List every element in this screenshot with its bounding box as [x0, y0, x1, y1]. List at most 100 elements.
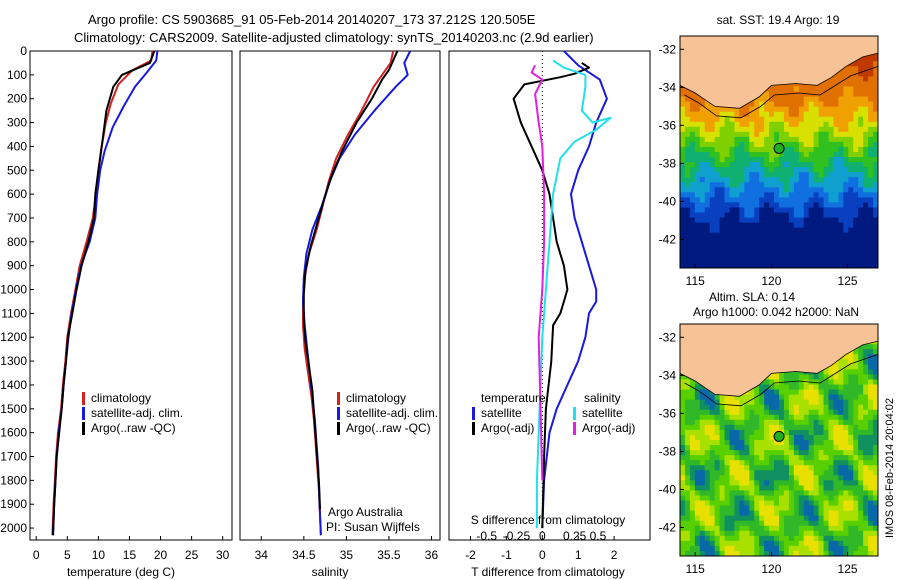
sst_map-cell: [729, 131, 736, 138]
sla_map-cell: [759, 520, 765, 527]
sla_map-cell: [749, 404, 755, 411]
sst_map-cell: [769, 126, 775, 133]
temperature-x-tick-label: 5: [64, 548, 71, 562]
sst_map-cell: [843, 202, 849, 209]
sst_map-cell: [788, 207, 795, 214]
sla_map-cell: [853, 429, 859, 436]
sla_map-cell: [803, 480, 810, 486]
sst_map-cell: [714, 247, 721, 254]
sla_map-lat-tick-label: -40: [659, 482, 677, 496]
sla_map-cell: [779, 384, 785, 391]
sst_map-cell: [769, 106, 775, 113]
sla_map-cell: [858, 535, 864, 542]
sst_map-cell: [709, 111, 716, 118]
sla_map-cell: [680, 460, 686, 466]
sla_map-cell: [813, 399, 820, 406]
sst_map-lat-tick-label: -32: [659, 42, 677, 56]
sla_map-cell: [783, 520, 790, 527]
sst_map-cell: [783, 257, 790, 264]
sst_map-cell: [863, 257, 869, 264]
sst_map-cell: [714, 106, 721, 113]
sst_map-cell: [808, 237, 815, 244]
sla_map-cell: [868, 344, 874, 350]
sst_map-cell: [739, 242, 745, 249]
sla_map-cell: [848, 419, 854, 426]
sst_map-cell: [788, 232, 795, 239]
sst_map-cell: [808, 252, 815, 259]
sst_map-cell: [823, 197, 830, 204]
sla_map-cell: [783, 470, 790, 476]
sst_map-cell: [848, 212, 854, 219]
sst_map-cell: [808, 141, 815, 148]
sst_map-cell: [838, 86, 844, 93]
sla_map-cell: [873, 500, 878, 507]
sla_map-cell: [803, 545, 810, 552]
sla_map-cell: [699, 485, 706, 492]
sst_map-cell: [680, 247, 686, 254]
sla_map-cell: [680, 414, 686, 421]
sla_map-cell: [823, 379, 830, 386]
sst_map-cell: [744, 106, 750, 113]
sst_map-cell: [833, 111, 839, 118]
sla_map-cell: [808, 500, 815, 507]
sla_map-cell: [798, 500, 805, 507]
sst_map-cell: [704, 257, 711, 264]
sst_map-cell: [853, 101, 859, 108]
sla_map-cell: [774, 510, 780, 517]
sla_map-cell: [714, 500, 721, 507]
sla_map-cell: [853, 515, 859, 522]
sst_map-cell: [843, 207, 849, 214]
sla_map-cell: [774, 419, 780, 426]
sla_map-cell: [779, 465, 785, 471]
sla_map-cell: [779, 399, 785, 406]
sla_map-cell: [833, 500, 839, 507]
sla_map-cell: [853, 460, 859, 466]
sla_map-cell: [704, 434, 711, 441]
sla_map-cell: [843, 429, 849, 436]
sla_map-cell: [858, 354, 864, 360]
sst_map-lat-tick-label: -34: [659, 80, 677, 94]
sst_map-cell: [823, 81, 830, 88]
sla_map-cell: [828, 550, 835, 556]
sla_map-cell: [769, 510, 775, 517]
sla_map-cell: [853, 530, 859, 537]
sst_map-cell: [863, 197, 869, 204]
sla_map-cell: [813, 480, 820, 486]
sla_map-cell: [699, 384, 706, 391]
depth-tick-label: 400: [7, 139, 27, 153]
sla_map-cell: [868, 399, 874, 406]
sst_map-cell: [868, 217, 874, 224]
sla_map-cell: [689, 450, 696, 456]
sst_map-cell: [848, 146, 854, 153]
sst_map-cell: [729, 146, 736, 153]
sla_map-cell: [739, 480, 745, 486]
sst_map-cell: [684, 187, 691, 193]
sla_map-cell: [734, 530, 740, 537]
sla_map-cell: [873, 440, 878, 446]
sst_map-cell: [684, 237, 691, 244]
sst_map-cell: [813, 136, 820, 143]
sla_map-cell: [793, 480, 800, 486]
sla_map-cell: [833, 490, 839, 497]
sst_map-cell: [853, 121, 859, 128]
sst_map-cell: [783, 237, 790, 244]
sla_map-cell: [680, 550, 686, 556]
sst_map-cell: [798, 141, 805, 148]
sla_map-cell: [868, 364, 874, 370]
sst_map-cell: [873, 106, 878, 113]
sla_map-cell: [714, 545, 721, 552]
sla_map-cell: [734, 440, 740, 446]
sst_map-cell: [788, 247, 795, 254]
sst_map-cell: [719, 212, 726, 219]
sla_map-cell: [873, 419, 878, 426]
sla_map-cell: [813, 550, 820, 556]
sla_map-cell: [873, 389, 878, 396]
sst_map-cell: [709, 136, 716, 143]
sla_map-cell: [680, 485, 686, 492]
sla_map-cell: [838, 535, 844, 542]
sst_map-cell: [833, 177, 839, 183]
sla_map-cell: [863, 460, 869, 466]
sla_map-cell: [709, 399, 716, 406]
sla_map-cell: [749, 540, 755, 547]
sla_map-cell: [833, 374, 839, 381]
